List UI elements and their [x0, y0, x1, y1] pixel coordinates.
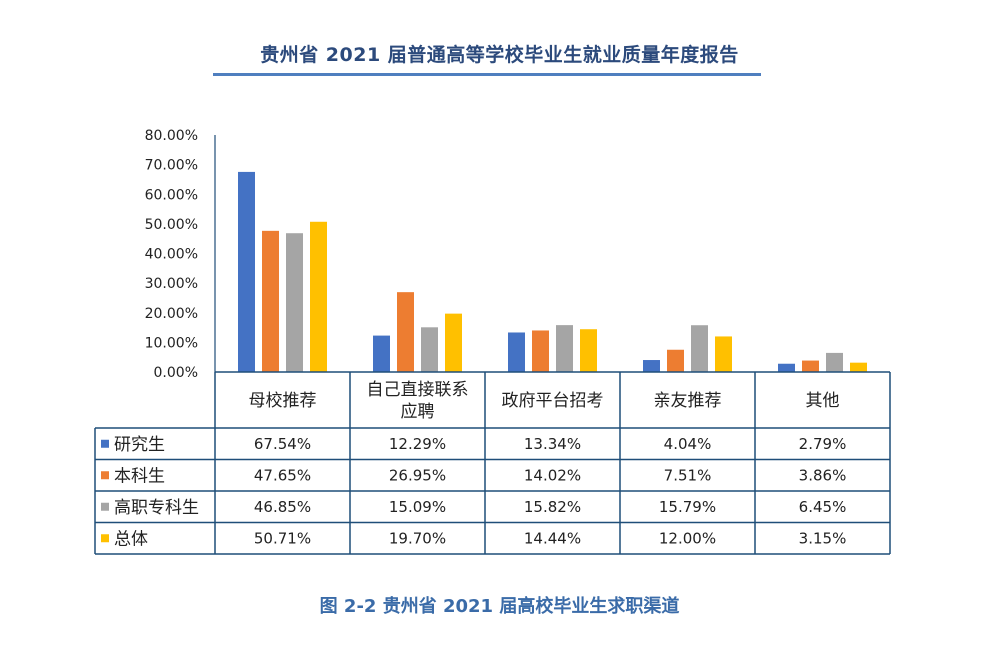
bar — [643, 360, 660, 372]
bar — [778, 363, 795, 372]
bar — [802, 360, 819, 372]
data-value-label: 19.70% — [389, 529, 446, 547]
bar — [826, 352, 843, 372]
data-value-label: 15.82% — [524, 498, 581, 516]
y-tick-label: 30.00% — [145, 276, 198, 292]
bar — [421, 327, 438, 372]
legend-label: 总体 — [114, 529, 148, 549]
category-label: 亲友推荐 — [654, 391, 722, 411]
figure-caption: 图 2-2 贵州省 2021 届高校毕业生求职渠道 — [319, 596, 680, 617]
y-tick-label: 50.00% — [145, 217, 198, 233]
category-label: 政府平台招考 — [502, 391, 604, 411]
legend-swatch — [101, 439, 109, 448]
bar — [445, 313, 462, 372]
bar — [580, 329, 597, 372]
legend-label: 高职专科生 — [114, 498, 199, 518]
data-value-label: 26.95% — [389, 466, 446, 484]
bar — [850, 362, 867, 372]
bar — [310, 221, 327, 372]
data-value-label: 47.65% — [254, 466, 311, 484]
data-value-label: 3.15% — [799, 529, 847, 547]
data-value-label: 15.09% — [389, 498, 446, 516]
bar — [667, 349, 684, 372]
data-value-label: 13.34% — [524, 435, 581, 453]
y-tick-label: 40.00% — [145, 247, 198, 263]
data-value-label: 67.54% — [254, 435, 311, 453]
bar — [508, 332, 525, 372]
bar — [373, 335, 390, 372]
bar — [397, 292, 414, 372]
y-tick-label: 10.00% — [145, 335, 198, 351]
legend-label: 研究生 — [114, 435, 165, 455]
data-value-label: 4.04% — [664, 435, 712, 453]
y-tick-label: 80.00% — [145, 128, 198, 144]
legend-swatch — [101, 502, 109, 511]
data-value-label: 14.02% — [524, 466, 581, 484]
y-tick-label: 20.00% — [145, 306, 198, 322]
bar — [238, 171, 255, 372]
data-value-label: 46.85% — [254, 498, 311, 516]
data-value-label: 14.44% — [524, 529, 581, 547]
data-value-label: 12.29% — [389, 435, 446, 453]
category-label: 母校推荐 — [249, 391, 317, 411]
bar — [262, 230, 279, 372]
data-value-label: 3.86% — [799, 466, 847, 484]
category-label: 其他 — [806, 391, 840, 411]
category-label: 应聘 — [401, 402, 435, 422]
report-title: 贵州省 2021 届普通高等学校毕业生就业质量年度报告 — [260, 44, 739, 66]
y-tick-label: 70.00% — [145, 158, 198, 174]
legend-swatch — [101, 534, 109, 543]
y-tick-label: 60.00% — [145, 187, 198, 203]
category-label: 自己直接联系 — [367, 380, 469, 400]
data-value-label: 7.51% — [664, 466, 712, 484]
bar — [286, 233, 303, 372]
title-underline — [213, 73, 761, 76]
data-value-label: 12.00% — [659, 529, 716, 547]
bar — [715, 336, 732, 372]
legend-label: 本科生 — [114, 466, 165, 486]
bar — [556, 325, 573, 372]
data-value-label: 15.79% — [659, 498, 716, 516]
y-tick-label: 0.00% — [154, 365, 198, 381]
data-value-label: 2.79% — [799, 435, 847, 453]
legend-swatch — [101, 471, 109, 480]
bar — [532, 330, 549, 372]
data-value-label: 6.45% — [799, 498, 847, 516]
bar — [691, 325, 708, 372]
data-value-label: 50.71% — [254, 529, 311, 547]
